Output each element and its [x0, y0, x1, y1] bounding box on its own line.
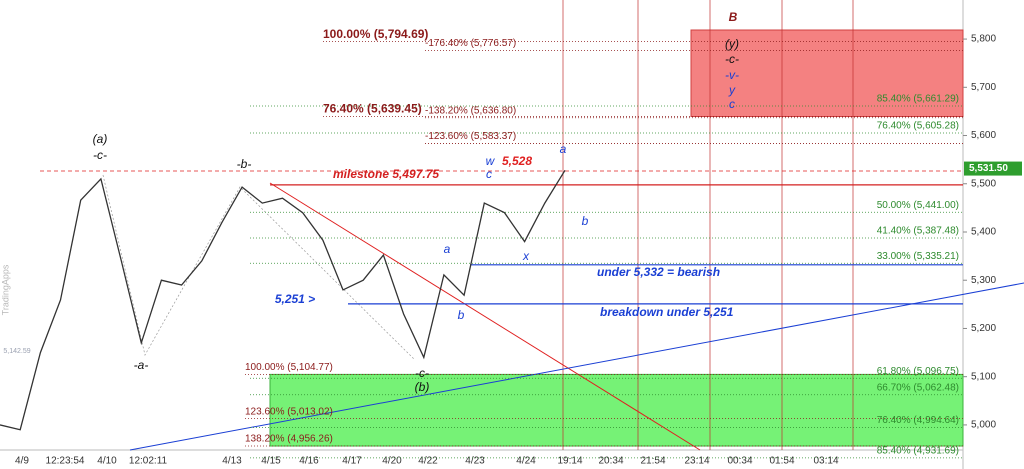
fib-label: 100.00% (5,794.69) [323, 27, 428, 41]
target-zone-red [690, 29, 964, 118]
trendline-red [269, 182, 701, 451]
wave-label: -c- [93, 148, 107, 162]
x-tick-label: 4/16 [299, 456, 319, 467]
x-tick-label: 21:54 [640, 456, 665, 467]
fib-label: 123.60% (5,013.02) [245, 406, 333, 417]
wave-label: -a- [134, 358, 149, 372]
wave-label: w [486, 154, 496, 168]
trendline-blue [129, 282, 1024, 451]
x-tick-label: 4/20 [382, 456, 402, 467]
y-tick-label: 5,300 [971, 275, 996, 286]
x-tick-label: 20:34 [598, 456, 623, 467]
fib-label: 100.00% (5,104.77) [245, 362, 333, 373]
x-tick-label: 12:02:11 [129, 456, 168, 467]
fib-label: 41.40% (5,387.48) [877, 226, 959, 237]
last-price-label: 5,531.50 [969, 163, 1008, 174]
wave-label: (y) [725, 37, 739, 51]
fib-label: 50.00% (5,441.00) [877, 200, 959, 211]
x-tick-label: 4/24 [516, 456, 536, 467]
key-level-label: under 5,332 = bearish [597, 265, 720, 279]
wave-label: B [729, 10, 738, 24]
price-line [0, 169, 566, 431]
wave-label: y [728, 83, 736, 97]
x-tick-label: 4/13 [222, 456, 242, 467]
target-zone-green [269, 373, 964, 447]
wave-label: c [729, 97, 735, 111]
fib-label: 33.00% (5,335.21) [877, 251, 959, 262]
wave-label: a [444, 242, 451, 256]
fib-label: 76.40% (5,639.45) [323, 102, 422, 116]
wave-label: (a) [93, 132, 108, 146]
wave-label: -b- [237, 157, 252, 171]
wave-label: 5,142.59 [3, 348, 30, 355]
x-tick-label: 00:34 [727, 456, 752, 467]
fib-label: 76.40% (5,605.28) [877, 121, 959, 132]
wave-label: b [582, 214, 589, 228]
x-tick-label: 19:14 [557, 456, 582, 467]
fib-label: -176.40% (5,776.57) [425, 38, 516, 49]
x-tick-label: 4/23 [465, 456, 485, 467]
fib-label: -138.20% (5,636.80) [425, 105, 516, 116]
key-level-label: breakdown under 5,251 [600, 305, 734, 319]
y-tick-label: 5,200 [971, 323, 996, 334]
x-tick-label: 4/9 [15, 456, 29, 467]
wave-label: x [522, 249, 530, 263]
fib-label: 61.80% (5,096.75) [877, 366, 959, 377]
last-price-tag [964, 161, 1022, 176]
fib-label: -123.60% (5,583.37) [425, 131, 516, 142]
y-tick-label: 5,000 [971, 420, 996, 431]
wave-label: b [458, 308, 465, 322]
fib-label: 138.20% (4,956.26) [245, 434, 333, 445]
wave-label: 5,528 [502, 154, 532, 168]
wave-label: a [560, 142, 567, 156]
x-tick-label: 23:14 [684, 456, 709, 467]
x-tick-label: 12:23:54 [46, 456, 85, 467]
wave-label: -c- [415, 366, 429, 380]
y-tick-label: 5,600 [971, 130, 996, 141]
x-tick-label: 4/15 [261, 456, 281, 467]
y-tick-label: 5,400 [971, 227, 996, 238]
fib-label: 85.40% (4,931.69) [877, 446, 959, 457]
fib-label: 76.40% (4,994.64) [877, 415, 959, 426]
wave-label: -c- [725, 52, 739, 66]
x-tick-label: 4/10 [97, 456, 117, 467]
y-tick-label: 5,100 [971, 371, 996, 382]
key-level-label: milestone 5,497.75 [333, 167, 439, 181]
wave-label: 5,251 > [275, 292, 315, 306]
watermark: TradingApps [0, 264, 10, 315]
fib-label: 85.40% (5,661.29) [877, 94, 959, 105]
x-tick-label: 03:14 [813, 456, 838, 467]
x-tick-label: 01:54 [769, 456, 794, 467]
wave-label: (b) [415, 380, 430, 394]
fib-label: 66.70% (5,062.48) [877, 382, 959, 393]
x-tick-label: 4/22 [418, 456, 438, 467]
y-tick-label: 5,800 [971, 34, 996, 45]
wave-label: c [486, 167, 492, 181]
y-tick-label: 5,500 [971, 178, 996, 189]
x-tick-label: 4/17 [342, 456, 362, 467]
wave-label: -v- [725, 68, 739, 82]
y-tick-label: 5,700 [971, 82, 996, 93]
